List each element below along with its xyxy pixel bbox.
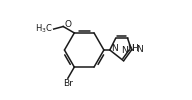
Text: N: N bbox=[136, 44, 143, 54]
Text: H: H bbox=[131, 44, 138, 53]
Text: O: O bbox=[64, 20, 71, 29]
Text: N: N bbox=[127, 44, 133, 53]
Text: H$_3$C: H$_3$C bbox=[35, 23, 53, 35]
Text: N: N bbox=[111, 44, 118, 53]
Text: Br: Br bbox=[63, 79, 73, 88]
Text: N: N bbox=[121, 46, 127, 55]
